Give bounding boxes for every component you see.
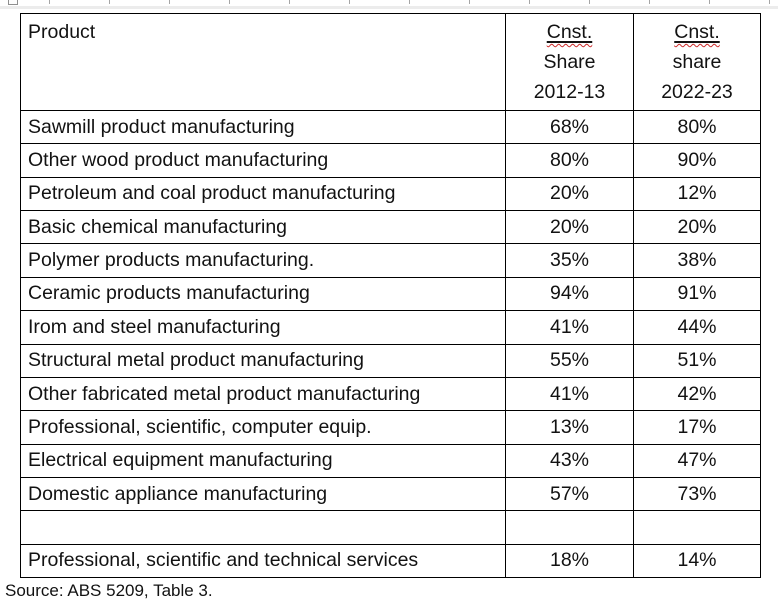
- share-2012-13-cell[interactable]: 13%: [505, 410, 634, 445]
- product-cell[interactable]: Basic chemical manufacturing: [20, 210, 506, 245]
- table-row: Irom and steel manufacturing 41% 44%: [20, 310, 761, 345]
- table-row: Other wood product manufacturing 80% 90%: [20, 143, 761, 178]
- share-2012-13-cell[interactable]: 57%: [505, 476, 634, 512]
- product-cell[interactable]: [20, 510, 506, 545]
- header-share-label-2012: Share: [543, 51, 596, 73]
- product-cell[interactable]: Professional, scientific, computer equip…: [20, 410, 506, 445]
- construction-share-table: Product Cnst. Share 2012-13 Cnst. share …: [20, 13, 761, 579]
- ruler-strip: [0, 0, 778, 9]
- share-2012-13-cell[interactable]: 18%: [505, 543, 634, 579]
- share-2022-23-cell[interactable]: 12%: [633, 176, 761, 212]
- table-row: Professional, scientific and technical s…: [20, 543, 761, 579]
- share-2022-23-cell[interactable]: 80%: [633, 109, 761, 145]
- share-2022-23-cell[interactable]: 91%: [633, 276, 761, 312]
- table-row: Ceramic products manufacturing 94% 91%: [20, 276, 761, 312]
- product-cell[interactable]: Electrical equipment manufacturing: [20, 443, 506, 478]
- table-row: Other fabricated metal product manufactu…: [20, 376, 761, 412]
- ruler-shadow: [0, 6, 778, 9]
- ruler-indent-marker[interactable]: [8, 0, 18, 5]
- share-2012-13-cell[interactable]: 80%: [505, 143, 634, 178]
- share-2022-23-cell[interactable]: 17%: [633, 410, 761, 445]
- header-product[interactable]: Product: [20, 13, 506, 111]
- header-abbr-2022: Cnst.: [674, 21, 720, 43]
- product-cell[interactable]: Professional, scientific and technical s…: [20, 543, 506, 579]
- table-row-empty: [20, 510, 761, 545]
- product-cell[interactable]: Other fabricated metal product manufactu…: [20, 376, 506, 412]
- share-2012-13-cell[interactable]: 55%: [505, 343, 634, 378]
- share-2012-13-cell[interactable]: 43%: [505, 443, 634, 478]
- product-cell[interactable]: Structural metal product manufacturing: [20, 343, 506, 378]
- header-abbr-2012: Cnst.: [546, 21, 593, 43]
- share-2022-23-cell[interactable]: 42%: [633, 376, 761, 412]
- table-row: Polymer products manufacturing. 35% 38%: [20, 243, 761, 278]
- share-2022-23-cell[interactable]: 38%: [633, 243, 761, 278]
- source-note[interactable]: Source: ABS 5209, Table 3.: [5, 581, 213, 600]
- product-cell[interactable]: Other wood product manufacturing: [20, 143, 506, 178]
- share-2022-23-cell[interactable]: 47%: [633, 443, 761, 478]
- share-2022-23-cell[interactable]: 44%: [633, 310, 761, 345]
- table-row: Structural metal product manufacturing 5…: [20, 343, 761, 378]
- share-2022-23-cell[interactable]: 20%: [633, 210, 761, 245]
- table-row: Basic chemical manufacturing 20% 20%: [20, 210, 761, 245]
- share-2022-23-cell[interactable]: 90%: [633, 143, 761, 178]
- table-row: Sawmill product manufacturing 68% 80%: [20, 109, 761, 145]
- share-2022-23-cell[interactable]: 14%: [633, 543, 761, 579]
- header-cnst-share-2022-23[interactable]: Cnst. share 2022-23: [633, 13, 761, 111]
- share-2012-13-cell[interactable]: 41%: [505, 376, 634, 412]
- header-cnst-share-2012-13[interactable]: Cnst. Share 2012-13: [505, 13, 634, 111]
- share-2012-13-cell[interactable]: 94%: [505, 276, 634, 312]
- product-cell[interactable]: Sawmill product manufacturing: [20, 109, 506, 145]
- product-cell[interactable]: Petroleum and coal product manufacturing: [20, 176, 506, 212]
- ruler-ticks: [49, 0, 776, 4]
- header-year-2022: 2022-23: [661, 81, 733, 103]
- table-row: Petroleum and coal product manufacturing…: [20, 176, 761, 212]
- table-row: Professional, scientific, computer equip…: [20, 410, 761, 445]
- table-row: Electrical equipment manufacturing 43% 4…: [20, 443, 761, 478]
- product-cell[interactable]: Domestic appliance manufacturing: [20, 476, 506, 512]
- share-2012-13-cell[interactable]: 35%: [505, 243, 634, 278]
- header-year-2012: 2012-13: [533, 81, 606, 103]
- product-cell[interactable]: Polymer products manufacturing.: [20, 243, 506, 278]
- share-2012-13-cell[interactable]: 68%: [505, 109, 634, 145]
- header-row: Product Cnst. Share 2012-13 Cnst. share …: [20, 13, 761, 111]
- share-2022-23-cell[interactable]: 51%: [633, 343, 761, 378]
- product-cell[interactable]: Irom and steel manufacturing: [20, 310, 506, 345]
- header-share-label-2022: share: [672, 51, 722, 73]
- share-2012-13-cell[interactable]: [505, 510, 634, 545]
- share-2012-13-cell[interactable]: 41%: [505, 310, 634, 345]
- table-row: Domestic appliance manufacturing 57% 73%: [20, 476, 761, 512]
- share-2022-23-cell[interactable]: 73%: [633, 476, 761, 512]
- share-2012-13-cell[interactable]: 20%: [505, 210, 634, 245]
- share-2012-13-cell[interactable]: 20%: [505, 176, 634, 212]
- share-2022-23-cell[interactable]: [633, 510, 761, 545]
- product-cell[interactable]: Ceramic products manufacturing: [20, 276, 506, 312]
